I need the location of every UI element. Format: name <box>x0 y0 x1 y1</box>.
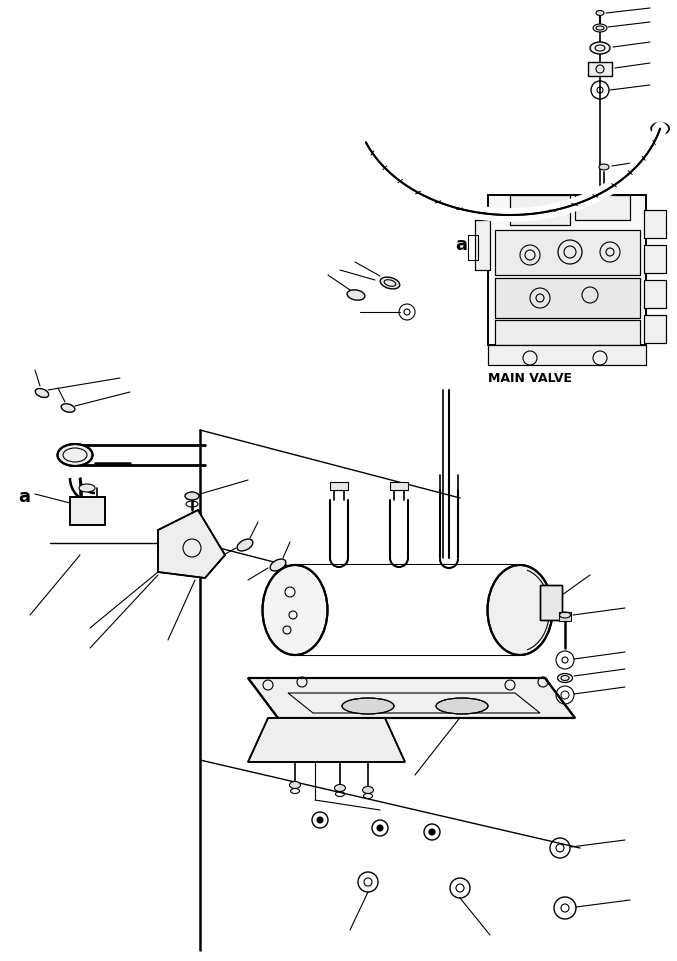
Bar <box>70 497 105 525</box>
Ellipse shape <box>334 784 345 792</box>
Bar <box>644 315 666 343</box>
Ellipse shape <box>380 277 399 289</box>
Bar <box>475 220 490 270</box>
Bar <box>540 585 562 620</box>
Ellipse shape <box>651 123 669 135</box>
Ellipse shape <box>593 24 607 32</box>
Bar <box>390 482 408 490</box>
Bar <box>559 612 571 621</box>
Polygon shape <box>248 678 575 718</box>
Bar <box>330 482 348 490</box>
Bar <box>468 235 478 260</box>
Bar <box>510 195 570 225</box>
Bar <box>644 315 666 343</box>
Bar <box>540 585 562 620</box>
Bar <box>488 345 646 365</box>
Bar <box>644 245 666 273</box>
Bar <box>588 62 612 76</box>
Ellipse shape <box>599 164 609 170</box>
Bar <box>644 280 666 308</box>
Bar <box>495 278 640 318</box>
Bar <box>70 497 105 525</box>
Ellipse shape <box>237 539 253 551</box>
Text: MAIN VALVE: MAIN VALVE <box>488 372 572 384</box>
Circle shape <box>317 817 323 823</box>
Bar <box>488 195 646 345</box>
Bar <box>575 195 630 220</box>
Bar <box>495 320 640 345</box>
Circle shape <box>377 825 383 831</box>
Ellipse shape <box>290 781 301 788</box>
Bar <box>510 195 570 225</box>
Bar <box>644 210 666 238</box>
Ellipse shape <box>61 404 75 412</box>
Bar <box>488 195 646 345</box>
Bar <box>644 245 666 273</box>
Circle shape <box>429 829 435 835</box>
Bar <box>575 195 630 220</box>
Text: a: a <box>18 488 30 506</box>
Bar <box>475 220 490 270</box>
Bar <box>488 345 646 365</box>
Bar <box>295 565 520 655</box>
Bar <box>495 230 640 275</box>
Bar <box>644 280 666 308</box>
Bar <box>495 230 640 275</box>
Polygon shape <box>158 510 225 578</box>
Ellipse shape <box>590 42 610 54</box>
Polygon shape <box>248 718 405 762</box>
Bar <box>644 210 666 238</box>
Bar <box>495 320 640 345</box>
Ellipse shape <box>487 565 552 655</box>
Ellipse shape <box>270 559 286 571</box>
Ellipse shape <box>347 290 365 300</box>
Ellipse shape <box>596 11 604 15</box>
Text: a: a <box>455 236 467 254</box>
Ellipse shape <box>35 388 49 398</box>
Ellipse shape <box>185 492 199 500</box>
Ellipse shape <box>79 484 95 492</box>
Ellipse shape <box>436 698 488 714</box>
Ellipse shape <box>263 565 328 655</box>
Ellipse shape <box>58 444 93 466</box>
Ellipse shape <box>557 674 573 682</box>
Ellipse shape <box>342 698 394 714</box>
Ellipse shape <box>362 786 374 794</box>
Bar <box>495 278 640 318</box>
